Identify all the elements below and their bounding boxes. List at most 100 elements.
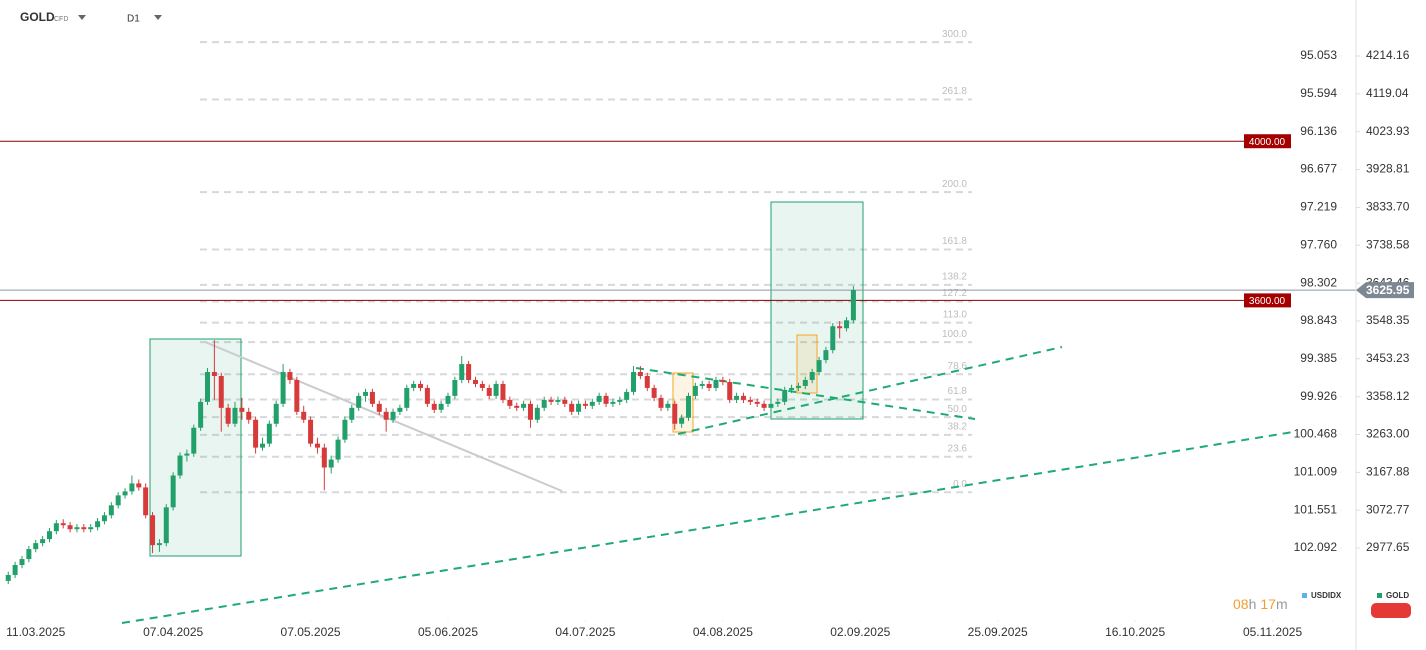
candle-body: [679, 417, 685, 424]
price-level-label: 4000.00: [1249, 137, 1286, 148]
fib-label: 38.2: [948, 422, 968, 433]
fib-label: 127.2: [942, 288, 967, 299]
candle-body: [246, 411, 252, 420]
candle-body: [95, 521, 101, 528]
candle-body: [376, 403, 382, 412]
candle-body: [253, 419, 259, 448]
y-tick-label: 3358.12: [1366, 389, 1410, 403]
legend-label: USDIDX: [1311, 591, 1342, 600]
candle-body: [692, 385, 698, 396]
candle-body: [775, 401, 781, 404]
legend-label: GOLD: [1386, 591, 1409, 600]
trend-line: [204, 341, 563, 492]
candle-body: [328, 459, 334, 468]
candle-body: [479, 383, 485, 388]
candle-body: [459, 364, 465, 380]
candle-body: [259, 443, 265, 448]
candle-body: [493, 383, 499, 396]
candle-body: [548, 399, 554, 402]
candle-body: [527, 403, 533, 420]
fib-label: 61.8: [948, 386, 968, 397]
dropdown-caret[interactable]: [78, 15, 86, 20]
candle-body: [795, 385, 801, 388]
last-price-badge: [1356, 282, 1414, 299]
candle-body: [720, 379, 726, 382]
dropdown-caret[interactable]: [154, 15, 162, 20]
candle-body: [404, 387, 410, 408]
candle-body: [431, 403, 437, 410]
candle-body: [211, 372, 217, 376]
candle-body: [369, 391, 375, 404]
fib-label: 50.0: [948, 404, 968, 415]
candle-body: [576, 403, 582, 412]
y-tick-label: 3263.00: [1366, 427, 1410, 441]
x-tick-label: 05.11.2025: [1243, 625, 1302, 639]
candle-body: [101, 515, 107, 522]
candle-body: [81, 527, 87, 530]
candle-body: [727, 381, 733, 400]
trend-line: [635, 367, 976, 420]
candle-body: [184, 453, 190, 456]
trend-line: [677, 346, 1063, 435]
candle-body: [108, 505, 114, 516]
candle-body: [239, 407, 245, 412]
candle-body: [74, 527, 80, 530]
y-tick-label: 2977.65: [1366, 540, 1410, 554]
candle-body: [67, 525, 73, 530]
y2-tick-label: 99.926: [1300, 389, 1337, 403]
candle-body: [789, 387, 795, 390]
fib-label: 300.0: [942, 29, 967, 40]
x-tick-label: 07.05.2025: [281, 625, 341, 639]
y2-tick-label: 95.053: [1300, 48, 1337, 62]
candle-body: [232, 407, 238, 424]
y2-tick-label: 97.219: [1300, 200, 1337, 214]
candle-body: [163, 507, 169, 544]
candle-body: [562, 399, 568, 404]
candle-body: [830, 326, 836, 351]
candle-body: [569, 403, 575, 412]
candle-body: [122, 491, 128, 496]
candle-body: [273, 403, 279, 424]
y-tick-label: 4023.93: [1366, 124, 1410, 138]
candle-body: [205, 372, 211, 402]
candle-body: [225, 407, 231, 424]
y-tick-label: 3928.81: [1366, 162, 1410, 176]
candle-body: [390, 411, 396, 420]
fib-label: 161.8: [942, 236, 967, 247]
candle-body: [177, 455, 183, 476]
fib-label: 113.0: [943, 309, 968, 320]
y-tick-label: 3738.58: [1366, 237, 1410, 251]
y2-tick-label: 101.551: [1294, 502, 1338, 516]
candle-body: [46, 531, 52, 540]
countdown-unit: m: [1276, 596, 1288, 612]
candle-body: [809, 372, 815, 380]
timeframe[interactable]: D1: [127, 14, 140, 25]
candle-body: [397, 407, 403, 412]
legend-swatch: [1302, 593, 1307, 598]
candle-body: [761, 403, 767, 408]
countdown-minutes: 17: [1260, 596, 1276, 612]
y2-tick-label: 97.760: [1300, 237, 1337, 251]
y-tick-label: 3167.88: [1366, 465, 1410, 479]
candle-body: [33, 543, 39, 550]
candle-body: [170, 475, 176, 508]
candle-body: [651, 387, 657, 398]
candle-body: [19, 559, 25, 566]
candle-body: [713, 379, 719, 388]
y-tick-label: 4119.04: [1366, 86, 1409, 100]
candle-body: [631, 372, 637, 392]
legend-swatch: [1377, 593, 1382, 598]
x-tick-label: 05.06.2025: [418, 625, 478, 639]
candle-body: [156, 543, 162, 546]
y2-tick-label: 99.385: [1300, 351, 1337, 365]
y2-tick-label: 96.136: [1300, 124, 1337, 138]
symbol[interactable]: GOLD: [20, 10, 55, 24]
x-tick-label: 02.09.2025: [830, 625, 890, 639]
x-tick-label: 16.10.2025: [1105, 625, 1165, 639]
countdown-hours: 08: [1233, 596, 1249, 612]
candle-body: [541, 399, 547, 408]
x-tick-label: 07.04.2025: [143, 625, 203, 639]
candle-body: [88, 527, 94, 530]
candle-body: [617, 399, 623, 402]
